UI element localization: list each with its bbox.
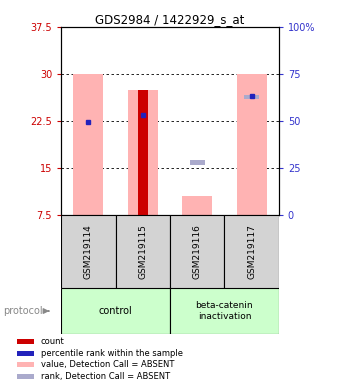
Text: value, Detection Call = ABSENT: value, Detection Call = ABSENT	[41, 360, 174, 369]
Bar	[17, 374, 34, 379]
Bar	[170, 215, 224, 288]
Text: GSM219115: GSM219115	[138, 224, 147, 279]
Text: rank, Detection Call = ABSENT: rank, Detection Call = ABSENT	[41, 372, 170, 381]
Bar	[73, 74, 103, 215]
Bar	[61, 288, 170, 334]
Bar	[116, 215, 170, 288]
Text: beta-catenin
inactivation: beta-catenin inactivation	[195, 301, 253, 321]
Bar	[182, 196, 212, 215]
Bar	[224, 215, 279, 288]
Text: control: control	[99, 306, 133, 316]
Bar	[17, 362, 34, 367]
Text: GSM219117: GSM219117	[247, 224, 256, 279]
Text: count: count	[41, 337, 65, 346]
Bar	[190, 161, 205, 165]
Bar	[17, 339, 34, 344]
Bar	[17, 351, 34, 356]
Bar	[244, 94, 259, 99]
Text: percentile rank within the sample: percentile rank within the sample	[41, 349, 183, 358]
Text: GSM219116: GSM219116	[193, 224, 202, 279]
Text: protocol: protocol	[3, 306, 43, 316]
Title: GDS2984 / 1422929_s_at: GDS2984 / 1422929_s_at	[95, 13, 245, 26]
Bar	[170, 288, 279, 334]
Bar	[237, 74, 267, 215]
Text: GSM219114: GSM219114	[84, 224, 93, 279]
Bar	[61, 215, 116, 288]
Bar	[138, 89, 148, 215]
Bar	[128, 89, 158, 215]
